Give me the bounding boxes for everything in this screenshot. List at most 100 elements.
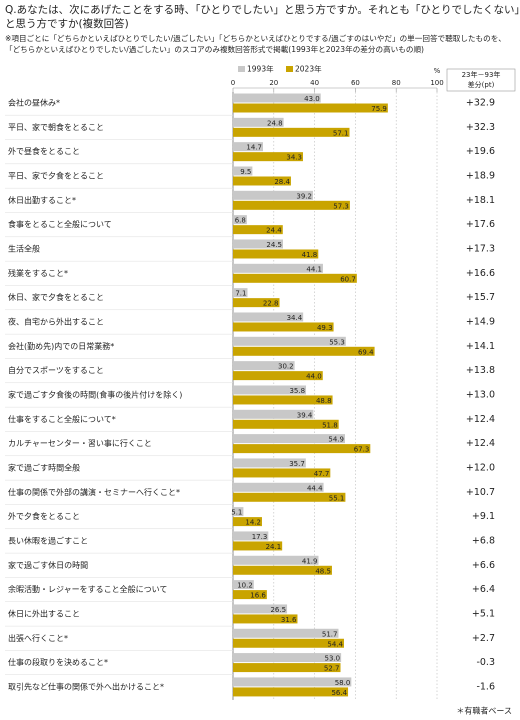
- legend-label: 1993年: [247, 64, 274, 74]
- diff-label: +32.9: [466, 98, 495, 109]
- legend-swatch: [286, 66, 293, 72]
- bar: [233, 361, 295, 371]
- category-label: 家で過ごす休日の時間: [8, 560, 88, 570]
- bar: [233, 555, 319, 565]
- bar: [233, 409, 314, 419]
- value-label: 14.2: [245, 519, 261, 527]
- value-label: 67.3: [354, 446, 370, 454]
- bar: [233, 346, 375, 356]
- diff-label: +17.3: [466, 243, 495, 254]
- value-label: 48.5: [315, 567, 331, 575]
- bar: [233, 590, 267, 600]
- x-tick-label: 20: [269, 79, 278, 87]
- bar: [233, 444, 371, 454]
- value-label: 28.4: [274, 178, 290, 186]
- value-label: 10.2: [237, 582, 253, 590]
- bar: [233, 628, 339, 638]
- diff-header: 23年－93年: [462, 70, 501, 79]
- bar: [233, 288, 248, 298]
- value-label: 26.5: [270, 606, 286, 614]
- value-label: 22.8: [263, 300, 279, 308]
- diff-label: +12.4: [466, 414, 495, 425]
- bar: [233, 468, 331, 478]
- bar: [233, 482, 324, 492]
- bar: [233, 687, 349, 697]
- value-label: 58.0: [335, 679, 351, 687]
- diff-label: +10.7: [466, 487, 495, 498]
- legend-swatch: [238, 66, 245, 72]
- category-label: 長い休暇を過ごすこと: [8, 535, 88, 545]
- bar: [233, 580, 254, 590]
- bar: [233, 507, 244, 517]
- diff-label: +12.0: [466, 462, 495, 473]
- x-tick-label: 60: [351, 79, 360, 87]
- bar: [233, 215, 247, 225]
- x-tick-label: 100: [430, 79, 443, 87]
- bar: [233, 273, 357, 283]
- category-label: 家で過ごす時間全般: [8, 462, 80, 472]
- x-tick-label: 80: [392, 79, 401, 87]
- bar: [233, 225, 283, 235]
- bar: [233, 336, 346, 346]
- category-label: 仕事をすること全般について*: [8, 414, 116, 424]
- diff-label: +6.4: [472, 584, 495, 595]
- bar: [233, 190, 313, 200]
- value-label: 60.7: [340, 275, 356, 283]
- value-label: 48.8: [316, 397, 332, 405]
- bar: [233, 152, 303, 162]
- bar: [233, 142, 263, 152]
- diff-label: +14.1: [466, 341, 495, 352]
- category-label: 余暇活動・レジャーをすること全般について: [8, 584, 167, 594]
- legend-label: 2023年: [295, 64, 322, 74]
- value-label: 55.3: [329, 338, 345, 346]
- bar: [233, 458, 306, 468]
- value-label: 7.1: [235, 290, 246, 298]
- diff-label: +6.8: [472, 535, 495, 546]
- category-label: カルチャーセンター・習い事に行くこと: [8, 438, 152, 448]
- x-tick-label: 40: [310, 79, 319, 87]
- value-label: 44.0: [306, 373, 322, 381]
- bar: [233, 103, 388, 113]
- bar: [233, 492, 346, 502]
- value-label: 24.8: [267, 119, 283, 127]
- bar: [233, 200, 350, 210]
- value-label: 31.6: [281, 616, 297, 624]
- note-line: ※項目ごとに「どちらかといえばひとりでしたい/過ごしたい」「どちらかといえばひと…: [5, 33, 506, 43]
- value-label: 39.4: [297, 411, 313, 419]
- bar: [233, 298, 280, 308]
- value-label: 24.5: [266, 241, 282, 249]
- diff-label: -1.6: [476, 681, 495, 692]
- bar: [233, 385, 307, 395]
- diff-label: +18.9: [466, 170, 495, 181]
- value-label: 24.4: [266, 227, 282, 235]
- value-label: 39.2: [296, 192, 312, 200]
- bar: [233, 117, 284, 127]
- diff-label: +19.6: [466, 146, 495, 157]
- bar: [233, 371, 323, 381]
- value-label: 44.4: [307, 484, 323, 492]
- category-label: 休日、家で夕食をとること: [8, 292, 104, 302]
- category-label: 食事をとること全般について: [8, 219, 112, 229]
- value-label: 43.0: [304, 95, 320, 103]
- value-label: 54.9: [328, 436, 344, 444]
- title-line: と思う方ですか(複数回答): [5, 17, 129, 30]
- value-label: 75.9: [371, 105, 387, 113]
- category-label: 生活全般: [8, 243, 40, 253]
- bar: [233, 541, 283, 551]
- title-line: Q.あなたは、次にあげたことをする時、「ひとりでしたい」と思う方ですか。それとも…: [5, 3, 520, 16]
- value-label: 52.7: [324, 665, 340, 673]
- diff-label: +15.7: [466, 292, 495, 303]
- bar: [233, 263, 323, 273]
- diff-label: +14.9: [466, 316, 495, 327]
- bar: [233, 663, 341, 673]
- value-label: 24.1: [266, 543, 282, 551]
- value-label: 35.8: [289, 387, 305, 395]
- category-label: 平日、家で朝食をとること: [8, 122, 104, 132]
- diff-label: +16.6: [466, 268, 495, 279]
- category-label: 休日に外出すること: [8, 608, 80, 618]
- x-unit: %: [434, 67, 441, 75]
- category-label: 会社(勤め先)内での日常業務*: [8, 341, 114, 351]
- category-label: 家で過ごす夕食後の時間(食事の後片付けを除く): [8, 389, 182, 399]
- value-label: 17.3: [252, 533, 268, 541]
- category-label: 仕事の関係で外部の講演・セミナーへ行くこと*: [8, 487, 180, 497]
